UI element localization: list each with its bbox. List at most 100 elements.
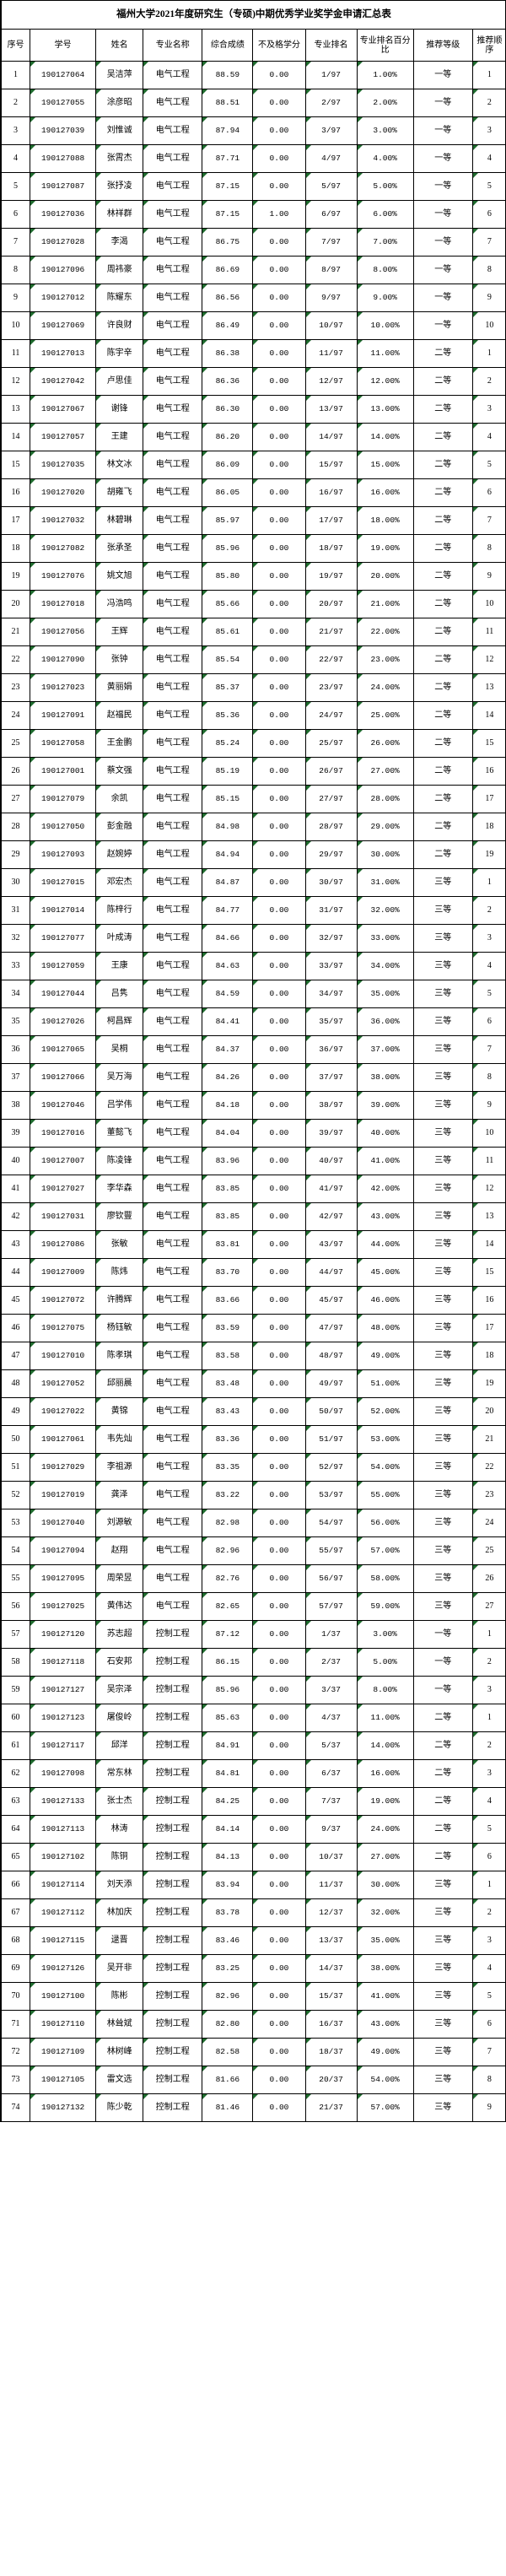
cell-score[interactable]: 86.15 xyxy=(202,1648,254,1677)
cell-level[interactable]: 三等 xyxy=(412,980,473,1008)
cell-seq[interactable]: 11 xyxy=(0,339,31,368)
cell-student_id[interactable]: 190127110 xyxy=(30,2010,97,2039)
cell-score[interactable]: 84.04 xyxy=(202,1119,254,1148)
cell-student_id[interactable]: 190127066 xyxy=(30,1063,97,1092)
cell-student_id[interactable]: 190127098 xyxy=(30,1759,97,1788)
cell-fail_credits[interactable]: 0.00 xyxy=(252,673,306,702)
cell-fail_credits[interactable]: 0.00 xyxy=(252,451,306,479)
cell-score[interactable]: 85.63 xyxy=(202,1704,254,1732)
cell-fail_credits[interactable]: 0.00 xyxy=(252,980,306,1008)
cell-level[interactable]: 一等 xyxy=(412,256,473,284)
cell-name[interactable]: 廖钦豐 xyxy=(95,1202,144,1231)
cell-level[interactable]: 三等 xyxy=(412,1982,473,2011)
cell-major_rank_pct[interactable]: 16.00% xyxy=(356,478,414,507)
cell-score[interactable]: 83.85 xyxy=(202,1175,254,1203)
cell-student_id[interactable]: 190127075 xyxy=(30,1314,97,1342)
cell-major_rank[interactable]: 31/97 xyxy=(304,896,358,925)
cell-student_id[interactable]: 190127023 xyxy=(30,673,97,702)
cell-score[interactable]: 88.51 xyxy=(202,89,254,117)
cell-name[interactable]: 林涛 xyxy=(95,1815,144,1844)
cell-major_rank_pct[interactable]: 11.00% xyxy=(356,339,414,368)
cell-order[interactable]: 24 xyxy=(471,1509,506,1537)
cell-major_rank_pct[interactable]: 35.00% xyxy=(356,980,414,1008)
cell-major_rank[interactable]: 9/97 xyxy=(304,284,358,312)
cell-level[interactable]: 三等 xyxy=(412,952,473,980)
cell-major[interactable]: 电气工程 xyxy=(143,673,203,702)
cell-score[interactable]: 81.46 xyxy=(202,2093,254,2122)
cell-major_rank[interactable]: 32/97 xyxy=(304,924,358,953)
cell-major_rank_pct[interactable]: 32.00% xyxy=(356,1898,414,1927)
cell-major[interactable]: 电气工程 xyxy=(143,284,203,312)
cell-score[interactable]: 84.98 xyxy=(202,813,254,841)
cell-order[interactable]: 3 xyxy=(471,1759,506,1788)
cell-major[interactable]: 电气工程 xyxy=(143,423,203,451)
cell-student_id[interactable]: 190127020 xyxy=(30,478,97,507)
cell-student_id[interactable]: 190127040 xyxy=(30,1509,97,1537)
cell-level[interactable]: 三等 xyxy=(412,1453,473,1482)
cell-fail_credits[interactable]: 0.00 xyxy=(252,618,306,646)
cell-major_rank_pct[interactable]: 24.00% xyxy=(356,1815,414,1844)
cell-order[interactable]: 1 xyxy=(471,868,506,897)
cell-major_rank_pct[interactable]: 59.00% xyxy=(356,1592,414,1621)
cell-score[interactable]: 83.36 xyxy=(202,1425,254,1454)
cell-level[interactable]: 三等 xyxy=(412,2038,473,2066)
column-header-fail-credits[interactable]: 不及格学分 xyxy=(252,29,306,62)
cell-major_rank_pct[interactable]: 10.00% xyxy=(356,311,414,340)
cell-order[interactable]: 3 xyxy=(471,116,506,145)
cell-order[interactable]: 8 xyxy=(471,256,506,284)
cell-major_rank_pct[interactable]: 26.00% xyxy=(356,729,414,758)
cell-major[interactable]: 电气工程 xyxy=(143,729,203,758)
cell-level[interactable]: 二等 xyxy=(412,618,473,646)
cell-seq[interactable]: 64 xyxy=(0,1815,31,1844)
cell-order[interactable]: 27 xyxy=(471,1592,506,1621)
cell-student_id[interactable]: 190127113 xyxy=(30,1815,97,1844)
cell-order[interactable]: 3 xyxy=(471,395,506,424)
cell-score[interactable]: 86.38 xyxy=(202,339,254,368)
cell-seq[interactable]: 60 xyxy=(0,1704,31,1732)
cell-major_rank_pct[interactable]: 6.00% xyxy=(356,200,414,229)
cell-major[interactable]: 电气工程 xyxy=(143,1230,203,1259)
cell-level[interactable]: 二等 xyxy=(412,1843,473,1871)
cell-name[interactable]: 刘天添 xyxy=(95,1871,144,1899)
cell-student_id[interactable]: 190127117 xyxy=(30,1731,97,1760)
cell-name[interactable]: 邱洋 xyxy=(95,1731,144,1760)
cell-name[interactable]: 吴宗泽 xyxy=(95,1676,144,1704)
cell-major_rank_pct[interactable]: 19.00% xyxy=(356,1787,414,1816)
cell-major_rank_pct[interactable]: 7.00% xyxy=(356,228,414,257)
cell-score[interactable]: 87.15 xyxy=(202,172,254,201)
cell-name[interactable]: 邓宏杰 xyxy=(95,868,144,897)
cell-major_rank[interactable]: 6/97 xyxy=(304,200,358,229)
cell-student_id[interactable]: 190127029 xyxy=(30,1453,97,1482)
cell-fail_credits[interactable]: 0.00 xyxy=(252,1230,306,1259)
cell-seq[interactable]: 35 xyxy=(0,1007,31,1036)
cell-order[interactable]: 23 xyxy=(471,1481,506,1509)
cell-major_rank[interactable]: 10/37 xyxy=(304,1843,358,1871)
cell-score[interactable]: 84.14 xyxy=(202,1815,254,1844)
cell-score[interactable]: 88.59 xyxy=(202,61,254,89)
cell-order[interactable]: 9 xyxy=(471,284,506,312)
cell-seq[interactable]: 33 xyxy=(0,952,31,980)
cell-major[interactable]: 电气工程 xyxy=(143,868,203,897)
cell-fail_credits[interactable]: 0.00 xyxy=(252,1731,306,1760)
cell-major[interactable]: 控制工程 xyxy=(143,1926,203,1955)
cell-student_id[interactable]: 190127044 xyxy=(30,980,97,1008)
cell-level[interactable]: 三等 xyxy=(412,896,473,925)
cell-major[interactable]: 电气工程 xyxy=(143,1147,203,1175)
cell-major[interactable]: 电气工程 xyxy=(143,924,203,953)
cell-name[interactable]: 陈凌锋 xyxy=(95,1147,144,1175)
cell-major_rank_pct[interactable]: 48.00% xyxy=(356,1314,414,1342)
cell-major_rank_pct[interactable]: 41.00% xyxy=(356,1982,414,2011)
cell-major_rank[interactable]: 35/97 xyxy=(304,1007,358,1036)
cell-major_rank_pct[interactable]: 27.00% xyxy=(356,757,414,786)
cell-level[interactable]: 三等 xyxy=(412,1536,473,1565)
cell-major_rank_pct[interactable]: 15.00% xyxy=(356,451,414,479)
cell-major_rank[interactable]: 7/37 xyxy=(304,1787,358,1816)
cell-level[interactable]: 三等 xyxy=(412,1481,473,1509)
cell-major_rank[interactable]: 1/97 xyxy=(304,61,358,89)
cell-fail_credits[interactable]: 0.00 xyxy=(252,868,306,897)
cell-order[interactable]: 2 xyxy=(471,896,506,925)
cell-fail_credits[interactable]: 0.00 xyxy=(252,61,306,89)
cell-student_id[interactable]: 190127115 xyxy=(30,1926,97,1955)
cell-order[interactable]: 5 xyxy=(471,451,506,479)
cell-seq[interactable]: 27 xyxy=(0,785,31,813)
